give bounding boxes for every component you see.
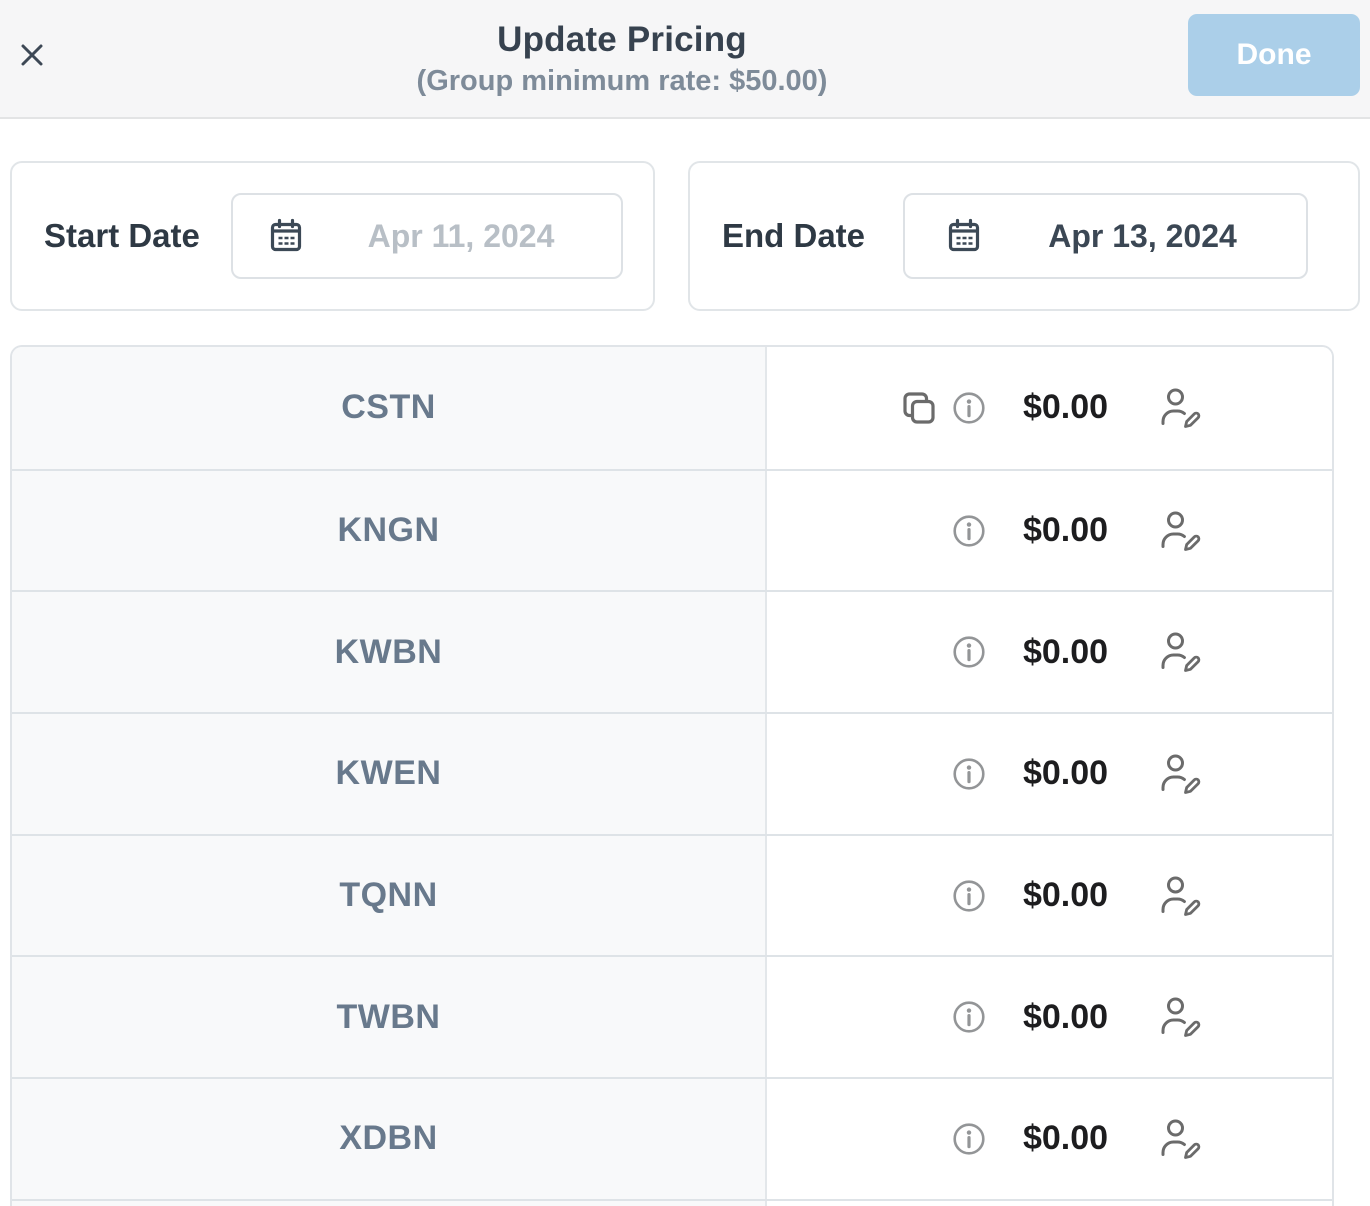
date-filters: Start Date Apr 11, 2024 End Date [10, 161, 1370, 311]
room-code-cell: TQNN [12, 835, 767, 956]
person-edit-icon[interactable] [1156, 1117, 1202, 1161]
room-code-cell: KWEN [12, 714, 767, 834]
info-icon[interactable] [952, 1000, 986, 1034]
table-row: CSTN $0.00 [12, 347, 1332, 469]
page-subtitle: (Group minimum rate: $50.00) [416, 64, 828, 97]
room-code-cell [12, 1200, 767, 1206]
calendar-icon [265, 215, 307, 257]
table-row: XDBN $0.00 [12, 1077, 1332, 1199]
price-cell: $0.00 [767, 1079, 1332, 1199]
room-code: KWBN [334, 632, 443, 671]
table-row: TWBN $0.00 [12, 955, 1332, 1078]
copy-icon[interactable] [898, 387, 940, 429]
table-row: KWEN $0.00 [12, 712, 1332, 834]
price-cell: $0.00 [767, 347, 1332, 469]
start-date-input[interactable]: Apr 11, 2024 [231, 193, 623, 279]
price-value: $0.00 [1022, 632, 1109, 671]
start-date-value: Apr 11, 2024 [367, 217, 555, 254]
modal-header: Update Pricing (Group minimum rate: $50.… [0, 0, 1370, 119]
table-row: KNGN $0.00 [12, 468, 1332, 591]
price-value: $0.00 [1022, 511, 1109, 550]
room-code-cell: TWBN [12, 957, 767, 1078]
price-cell: $0.00 [767, 714, 1332, 834]
price-value: $0.00 [1022, 1119, 1109, 1158]
start-date-label: Start Date [44, 217, 200, 254]
room-code-cell: CSTN [12, 347, 767, 469]
price-value: $0.00 [1022, 388, 1109, 427]
price-cell: $0.00 [767, 957, 1332, 1078]
pricing-table: CSTN $0.00 [10, 345, 1334, 1206]
table-row: TQNN $0.00 [12, 833, 1332, 956]
close-button[interactable] [13, 36, 51, 74]
end-date-value: Apr 13, 2024 [1048, 217, 1237, 254]
person-edit-icon[interactable] [1156, 509, 1202, 553]
table-row: KWBN $0.00 [12, 590, 1332, 713]
person-edit-icon[interactable] [1156, 874, 1202, 918]
price-value: $0.00 [1022, 754, 1109, 793]
end-date-label: End Date [722, 217, 866, 254]
start-date-card: Start Date Apr 11, 2024 [10, 161, 655, 311]
room-code-cell: KNGN [12, 470, 767, 591]
room-code: KWEN [335, 754, 442, 793]
person-edit-icon[interactable] [1156, 630, 1202, 674]
info-icon[interactable] [952, 391, 986, 425]
room-code-cell: XDBN [12, 1079, 767, 1199]
info-icon[interactable] [952, 879, 986, 913]
person-edit-icon[interactable] [1156, 995, 1202, 1039]
calendar-icon [943, 215, 985, 257]
table-row-partial [12, 1198, 1332, 1206]
price-value: $0.00 [1022, 876, 1109, 915]
done-button[interactable]: Done [1188, 14, 1360, 96]
person-edit-icon[interactable] [1156, 386, 1202, 430]
info-icon[interactable] [952, 757, 986, 791]
price-value: $0.00 [1022, 997, 1109, 1036]
price-cell [767, 1200, 1332, 1206]
room-code: TWBN [336, 997, 441, 1036]
room-code-cell: KWBN [12, 592, 767, 713]
info-icon[interactable] [952, 514, 986, 548]
price-cell: $0.00 [767, 470, 1332, 591]
person-edit-icon[interactable] [1156, 752, 1202, 796]
end-date-input[interactable]: Apr 13, 2024 [903, 193, 1308, 279]
room-code: CSTN [341, 388, 436, 427]
page-title: Update Pricing [497, 19, 747, 59]
end-date-card: End Date Apr 13, 2024 [688, 161, 1360, 311]
room-code: XDBN [339, 1119, 438, 1158]
room-code: KNGN [337, 511, 440, 550]
info-icon[interactable] [952, 1122, 986, 1156]
info-icon[interactable] [952, 635, 986, 669]
room-code: TQNN [339, 876, 438, 915]
price-cell: $0.00 [767, 835, 1332, 956]
x-icon [14, 37, 50, 73]
price-cell: $0.00 [767, 592, 1332, 713]
